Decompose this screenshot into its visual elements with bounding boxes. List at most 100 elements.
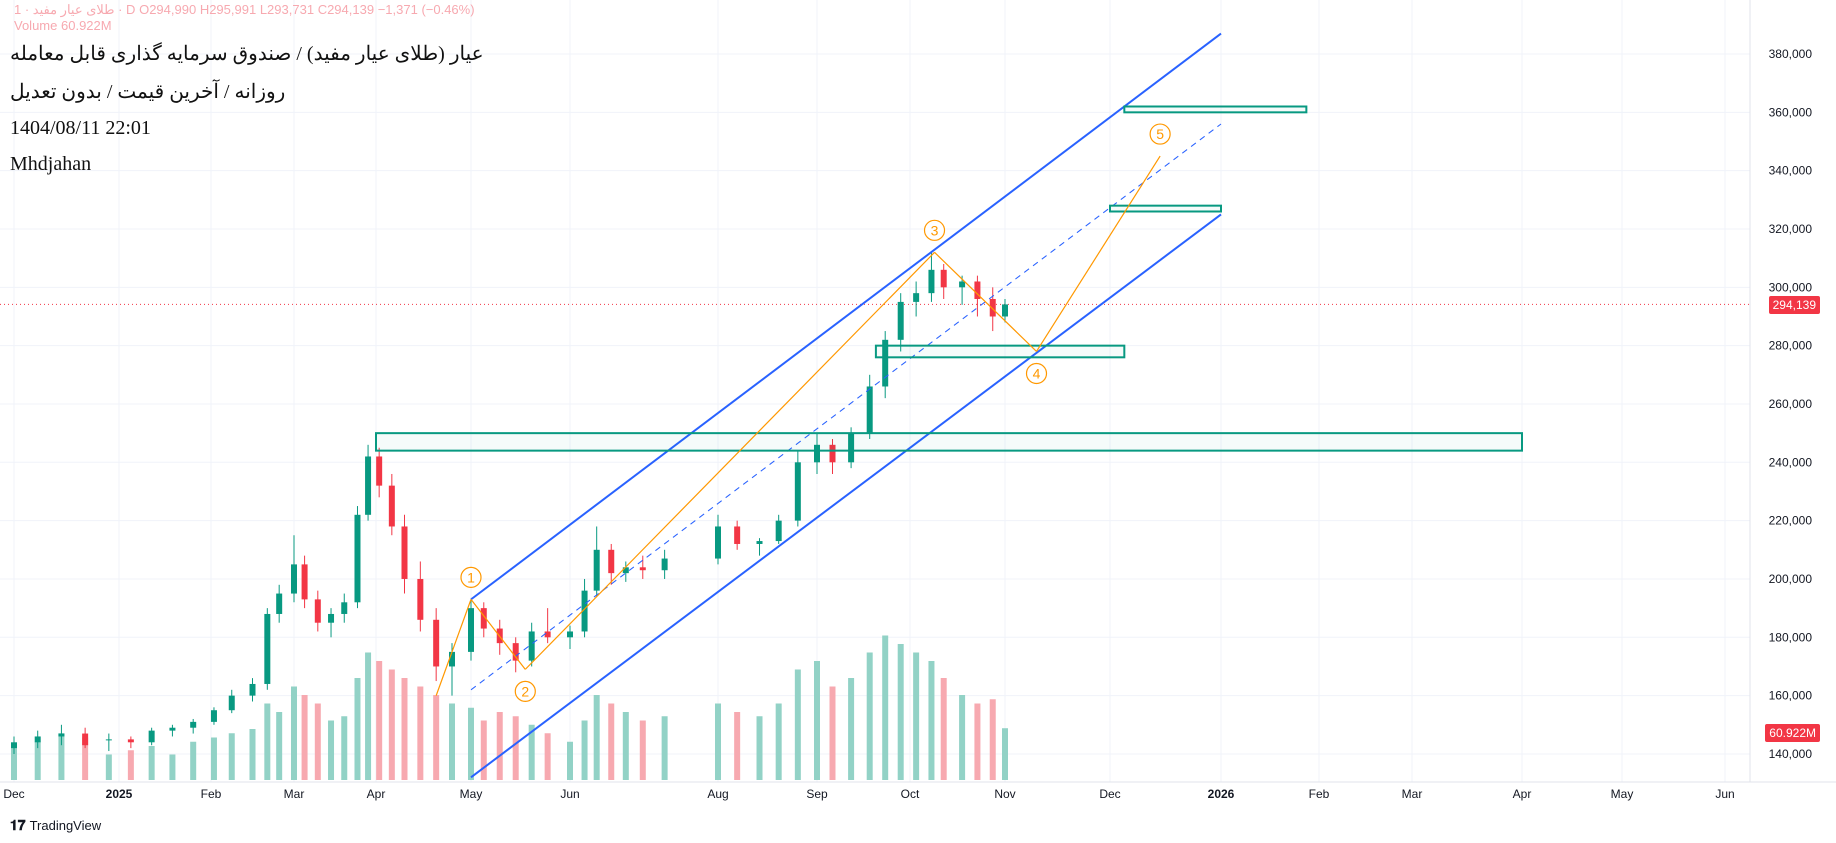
volume-bar (829, 686, 836, 780)
volume-bar (127, 750, 134, 780)
wave-line (1035, 155, 1161, 352)
candle-body (449, 651, 455, 667)
time-axis-label: May (460, 787, 483, 801)
candle-body (715, 526, 721, 559)
volume-bar (544, 733, 551, 780)
wave-line (524, 251, 935, 670)
volume-bar (417, 686, 424, 780)
time-axis-label: Feb (1309, 787, 1330, 801)
legend-change: −1,371 (−0.46%) (377, 2, 475, 17)
candle-body (127, 739, 134, 743)
volume-bar (794, 669, 801, 780)
volume-bar (528, 724, 535, 780)
volume-bar (228, 733, 235, 780)
tradingview-logo[interactable]: 𝟏𝟕 TradingView (10, 817, 101, 834)
candle-body (169, 727, 176, 731)
price-axis-label: 160,000 (1769, 689, 1813, 703)
price-axis-label: 200,000 (1769, 572, 1813, 586)
volume-bar (581, 720, 588, 780)
legend-close: C294,139 (317, 2, 375, 17)
candle-body (228, 695, 235, 711)
volume-bar (190, 741, 197, 780)
volume-bar (882, 635, 889, 780)
candle-body (82, 733, 89, 746)
volume-bar (756, 716, 763, 780)
price-axis-label: 300,000 (1769, 280, 1813, 294)
legend-open: O294,990 (139, 2, 197, 17)
candle-body (567, 631, 573, 638)
volume-bar (608, 703, 615, 780)
zone-box (1123, 105, 1308, 114)
candle-body (401, 526, 408, 579)
wave-label-circle (1025, 362, 1048, 385)
legend-high: H295,991 (199, 2, 257, 17)
price-axis-label: 320,000 (1769, 222, 1813, 236)
zone-box (1109, 204, 1222, 213)
candle-body (210, 710, 217, 722)
volume-bar (291, 686, 297, 780)
volume-bar (989, 699, 996, 780)
wave-line (435, 599, 472, 696)
price-axis-label: 140,000 (1769, 747, 1813, 761)
candle-body (105, 739, 112, 741)
branding-text: TradingView (29, 818, 102, 833)
wave-label-circle (460, 566, 482, 588)
last-price-tag: 294,139 (1768, 296, 1820, 314)
volume-bar (715, 703, 721, 780)
volume-bar (1002, 728, 1008, 780)
volume-bar (210, 737, 217, 780)
candle-body (734, 526, 741, 544)
legend-volume-value: 60.922M (61, 18, 112, 33)
candle-body (388, 485, 395, 527)
candle-body (291, 564, 297, 594)
time-axis-label: 2025 (106, 787, 133, 801)
volume-bar (913, 652, 920, 780)
volume-bar (301, 695, 308, 780)
volume-bar (388, 669, 395, 780)
candle-body (661, 558, 668, 571)
volume-bar (814, 661, 820, 780)
volume-bar (593, 695, 600, 780)
time-axis-label: Aug (707, 787, 728, 801)
legend-symbol: طلای عیار مفید · 1 · D (14, 2, 136, 17)
symbol-legend: طلای عیار مفید · 1 · D O294,990 H295,991… (14, 2, 475, 34)
volume-bar (622, 712, 629, 780)
wave-label: 4 (1033, 365, 1041, 381)
volume-bar (264, 703, 271, 780)
candle-body (866, 386, 873, 434)
candle-body (1002, 304, 1008, 317)
volume-bar (82, 737, 89, 780)
volume-bar (496, 712, 503, 780)
time-axis-label: May (1611, 787, 1634, 801)
candle-body (882, 339, 889, 387)
volume-bar (433, 695, 440, 780)
volume-bar (940, 678, 947, 780)
author: Mhdjahan (10, 153, 92, 175)
time-axis-label: Apr (367, 787, 386, 801)
candle-body (794, 462, 801, 521)
time-axis-label: 2026 (1208, 787, 1235, 801)
candle-body (376, 456, 383, 486)
chart-settings: روزانه / آخرین قیمت / بدون تعدیل (10, 81, 286, 103)
volume-bar (661, 716, 668, 780)
candle-body (354, 514, 361, 603)
wave-label-circle (923, 219, 946, 241)
candle-body (639, 567, 646, 571)
candle-body (848, 433, 855, 463)
price-axis-label: 260,000 (1769, 397, 1813, 411)
time-axis-label: Jun (1715, 787, 1734, 801)
volume-bar (58, 733, 65, 780)
candle-body (433, 619, 440, 667)
volume-bar (105, 754, 112, 780)
volume-bar (928, 661, 935, 780)
wave-line (934, 251, 1037, 352)
volume-bar (401, 678, 408, 780)
price-axis-label: 360,000 (1769, 105, 1813, 119)
candle-body (480, 608, 487, 629)
fund-title: عیار (طلای عیار مفید) / صندوق سرمایه گذا… (10, 43, 484, 65)
candle-body (341, 602, 348, 614)
candle-body (775, 520, 782, 542)
volume-bar (974, 703, 981, 780)
volume-bar (365, 652, 372, 780)
